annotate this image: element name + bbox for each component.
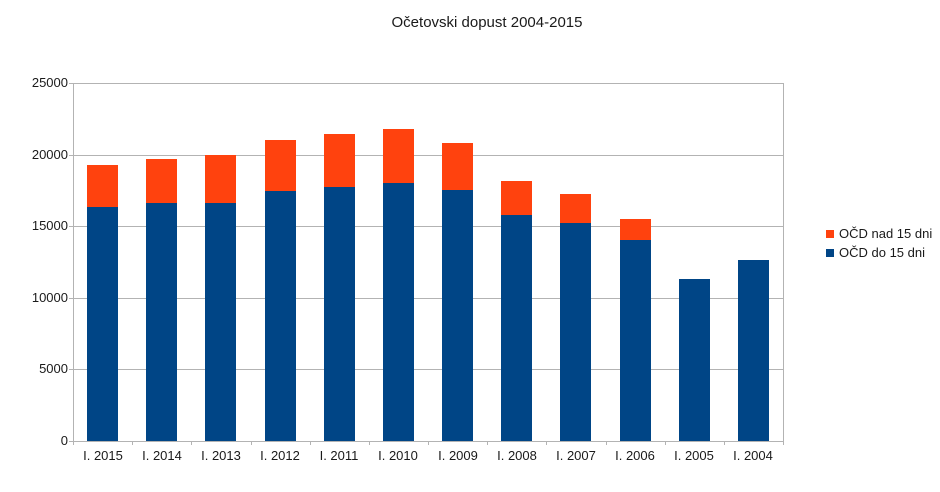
x-tick-label: I. 2009 [438, 448, 478, 463]
bar-segment-o-d-do-15-dni [205, 203, 236, 441]
bar-segment-o-d-nad-15-dni [501, 181, 532, 215]
bar-segment-o-d-do-15-dni [265, 191, 296, 441]
legend-label: OČD nad 15 dni [839, 226, 933, 241]
y-axis-tick [69, 298, 73, 299]
y-tick-label: 25000 [31, 75, 68, 90]
x-tick-label: I. 2008 [497, 448, 537, 463]
x-tick-label: I. 2011 [319, 448, 359, 463]
bar-segment-o-d-do-15-dni [324, 187, 355, 441]
x-axis-tick [191, 441, 192, 445]
bar-segment-o-d-do-15-dni [560, 223, 591, 441]
x-axis-tick [724, 441, 725, 445]
legend-swatch-icon [826, 249, 834, 257]
bar-segment-o-d-nad-15-dni [146, 159, 177, 203]
bar-segment-o-d-do-15-dni [679, 279, 710, 441]
bar-segment-o-d-nad-15-dni [324, 134, 355, 187]
gridline [73, 155, 783, 156]
y-axis-tick [69, 83, 73, 84]
x-tick-label: I. 2014 [142, 448, 182, 463]
y-axis-tick [69, 369, 73, 370]
bar-segment-o-d-nad-15-dni [265, 140, 296, 191]
y-axis-line [73, 83, 74, 441]
bar-segment-o-d-do-15-dni [738, 260, 769, 441]
bar-segment-o-d-nad-15-dni [205, 155, 236, 203]
y-axis-tick [69, 226, 73, 227]
x-tick-label: I. 2007 [556, 448, 596, 463]
y-tick-label: 20000 [31, 147, 68, 162]
y-axis-tick [69, 155, 73, 156]
x-axis-tick [665, 441, 666, 445]
bar-segment-o-d-do-15-dni [87, 207, 118, 441]
chart-title: Očetovski dopust 2004-2015 [391, 14, 583, 31]
y-tick-label: 5000 [39, 361, 68, 376]
bar-segment-o-d-do-15-dni [501, 215, 532, 441]
legend-label: OČD do 15 dni [839, 245, 925, 260]
gridline [73, 226, 783, 227]
x-tick-label: I. 2015 [83, 448, 123, 463]
legend-item: OČD nad 15 dni [826, 226, 932, 242]
bar-segment-o-d-nad-15-dni [560, 194, 591, 223]
gridline [73, 298, 783, 299]
y-axis-tick [69, 441, 73, 442]
x-axis-tick [251, 441, 252, 445]
bar-segment-o-d-do-15-dni [146, 203, 177, 441]
y-tick-label: 10000 [31, 290, 68, 305]
x-tick-label: I. 2010 [378, 448, 418, 463]
x-tick-label: I. 2005 [674, 448, 714, 463]
x-axis-tick [606, 441, 607, 445]
x-axis-tick [73, 441, 74, 445]
x-axis-tick [487, 441, 488, 445]
x-tick-label: I. 2013 [201, 448, 241, 463]
bar-segment-o-d-nad-15-dni [87, 165, 118, 207]
x-axis-tick [369, 441, 370, 445]
x-axis-tick [310, 441, 311, 445]
x-tick-label: I. 2006 [615, 448, 655, 463]
bar-segment-o-d-do-15-dni [383, 183, 414, 441]
bar-segment-o-d-nad-15-dni [442, 143, 473, 190]
x-tick-label: I. 2004 [733, 448, 773, 463]
y-tick-label: 15000 [31, 218, 68, 233]
bar-segment-o-d-nad-15-dni [383, 129, 414, 183]
x-axis-tick [132, 441, 133, 445]
x-axis-tick [546, 441, 547, 445]
legend-swatch-icon [826, 230, 834, 238]
y-tick-label: 0 [60, 433, 68, 448]
legend: OČD nad 15 dni OČD do 15 dni [826, 226, 932, 261]
gridline [73, 369, 783, 370]
x-tick-label: I. 2012 [260, 448, 300, 463]
bar-segment-o-d-do-15-dni [620, 240, 651, 441]
legend-item: OČD do 15 dni [826, 245, 932, 261]
bar-segment-o-d-nad-15-dni [620, 219, 651, 240]
x-axis-tick [783, 441, 784, 445]
x-axis-tick [428, 441, 429, 445]
gridline [73, 83, 783, 84]
plot-right-border [783, 83, 784, 441]
bar-segment-o-d-do-15-dni [442, 190, 473, 441]
